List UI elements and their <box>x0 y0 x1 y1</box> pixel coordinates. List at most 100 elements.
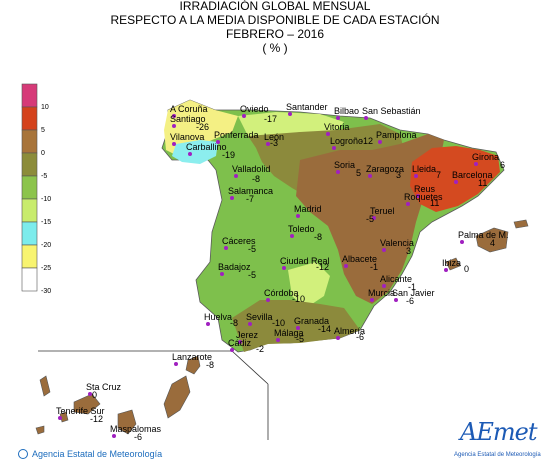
station-marker[interactable] <box>368 174 372 178</box>
station-marker[interactable] <box>394 298 398 302</box>
station-marker[interactable] <box>238 340 242 344</box>
station-marker[interactable] <box>224 246 228 250</box>
station-name: Tenerife Sur <box>56 406 105 416</box>
station-marker[interactable] <box>326 132 330 136</box>
zone-red <box>410 146 500 212</box>
station-marker[interactable] <box>364 116 368 120</box>
station-name: Carballino <box>186 142 227 152</box>
station-value: -19 <box>222 150 235 160</box>
map-title-line2: RESPECTO A LA MEDIA DISPONIBLE DE CADA E… <box>110 13 440 27</box>
station-marker[interactable] <box>406 202 410 206</box>
color-legend: 10 5 0 -5 -10 -15 -20 -25 -30 <box>21 83 51 295</box>
station-name: Salamanca <box>228 186 273 196</box>
station-marker[interactable] <box>336 116 340 120</box>
station-marker[interactable] <box>172 124 176 128</box>
station-marker[interactable] <box>282 266 286 270</box>
station-marker[interactable] <box>234 174 238 178</box>
station-marker[interactable] <box>296 214 300 218</box>
station-marker[interactable] <box>248 322 252 326</box>
station-marker[interactable] <box>174 362 178 366</box>
station-marker[interactable] <box>58 416 62 420</box>
station-value: -8 <box>230 318 238 328</box>
station-marker[interactable] <box>414 174 418 178</box>
station-name: Lleida <box>412 164 436 174</box>
island-hierro <box>35 425 45 435</box>
station-name: Vitoria <box>324 122 349 132</box>
legend-swatch <box>21 221 38 246</box>
station-name: Sevilla <box>246 312 273 322</box>
legend-label: -15 <box>41 219 51 226</box>
station-value: -8 <box>314 232 322 242</box>
station-value: -3 <box>270 138 278 148</box>
station-marker[interactable] <box>336 170 340 174</box>
legend-label: -30 <box>41 288 51 295</box>
legend-label: -10 <box>41 196 51 203</box>
station-value: 5 <box>356 168 361 178</box>
station-value: -12 <box>316 262 329 272</box>
station-marker[interactable] <box>172 114 176 118</box>
station-value: -8 <box>206 360 214 370</box>
zone-cyan <box>172 140 218 164</box>
legend-swatch <box>21 152 38 177</box>
station-marker[interactable] <box>112 434 116 438</box>
legend-swatch <box>21 129 38 154</box>
station-marker[interactable] <box>290 234 294 238</box>
station-marker[interactable] <box>336 336 340 340</box>
station-value: -12 <box>360 136 373 146</box>
station-marker[interactable] <box>454 180 458 184</box>
station-marker[interactable] <box>288 112 292 116</box>
station-marker[interactable] <box>382 284 386 288</box>
station-marker[interactable] <box>416 194 420 198</box>
station-marker[interactable] <box>220 272 224 276</box>
station-marker[interactable] <box>332 146 336 150</box>
zone-lightgreen-south <box>288 262 330 308</box>
station-value: 4 <box>490 238 495 248</box>
station-name: Almería <box>334 326 365 336</box>
station-marker[interactable] <box>266 298 270 302</box>
station-marker[interactable] <box>460 240 464 244</box>
station-value: -7 <box>246 194 254 204</box>
station-name: Ibiza <box>442 258 461 268</box>
station-marker[interactable] <box>382 248 386 252</box>
station-name: Vilanova <box>170 132 204 142</box>
station-marker[interactable] <box>444 268 448 272</box>
station-marker[interactable] <box>242 114 246 118</box>
station-value: 3 <box>396 170 401 180</box>
station-name: Palma de M. <box>458 230 509 240</box>
map-title-line1: IRRADIACIÓN GLOBAL MENSUAL <box>179 0 371 13</box>
menorca <box>513 219 529 229</box>
station-value: -2 <box>256 344 264 354</box>
station-marker[interactable] <box>296 326 300 330</box>
station-marker[interactable] <box>206 322 210 326</box>
agency-name: Agencia Estatal de Meteorología <box>32 449 163 459</box>
legend-label: -25 <box>41 265 51 272</box>
station-value: -6 <box>356 332 364 342</box>
station-marker[interactable] <box>230 348 234 352</box>
station-marker[interactable] <box>188 152 192 156</box>
station-value: -5 <box>248 244 256 254</box>
station-marker[interactable] <box>370 298 374 302</box>
station-name: Soria <box>334 160 355 170</box>
station-name: Sta Cruz <box>86 382 122 392</box>
station-name: León <box>264 132 284 142</box>
station-marker[interactable] <box>216 140 220 144</box>
station-marker[interactable] <box>172 142 176 146</box>
station-name: Cádiz <box>228 338 252 348</box>
aemet-logo: AEmet Agencia Estatal de Meteorología <box>452 418 542 464</box>
station-marker[interactable] <box>266 142 270 146</box>
station-marker[interactable] <box>378 140 382 144</box>
station-marker[interactable] <box>372 216 376 220</box>
station-value: -1 <box>408 282 416 292</box>
station-marker[interactable] <box>88 392 92 396</box>
station-name: Santiago <box>170 114 206 124</box>
station-marker[interactable] <box>474 162 478 166</box>
legend-swatch <box>21 244 38 269</box>
station-marker[interactable] <box>276 338 280 342</box>
station-name: Barcelona <box>452 170 493 180</box>
station-name: Cáceres <box>222 236 256 246</box>
station-marker[interactable] <box>230 196 234 200</box>
legend-label: -20 <box>41 242 51 249</box>
station-name: Valladolid <box>232 164 270 174</box>
station-name: Huelva <box>204 312 232 322</box>
station-marker[interactable] <box>344 264 348 268</box>
